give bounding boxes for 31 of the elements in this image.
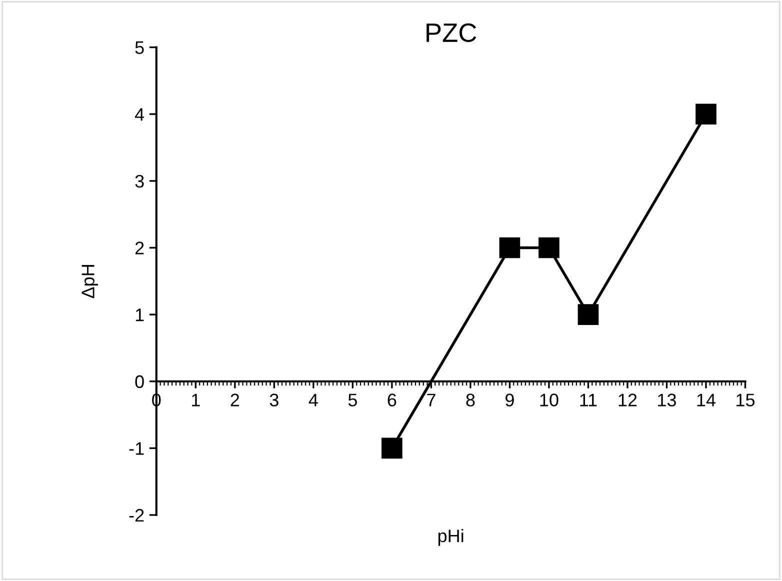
point [578,304,599,325]
x-tick-label: 8 [466,394,475,406]
y-tick-label: 0 [135,375,144,388]
y-axis-title: ΔpH [82,265,98,298]
x-tick-label: 6 [388,394,396,406]
y-tick-label: 4 [134,108,144,121]
x-tick-label: 4 [308,394,318,406]
point [499,237,520,258]
x-tick-label: 1 [192,394,200,406]
x-tick-label: 11 [580,394,597,406]
x-tick-label: 14 [697,394,716,406]
point [696,104,716,125]
x-tick-label: 15 [736,394,755,406]
x-tick-label: 10 [540,394,558,406]
y-tick-label: 3 [135,174,144,188]
point [382,438,402,459]
chart-title: PZC [426,23,476,42]
y-tick-label: 2 [135,242,144,254]
y-tick-label: 1 [136,308,144,322]
x-tick-label: 7 [427,394,436,406]
x-axis-title: pHi [438,529,464,546]
x-tick-label: 12 [618,394,637,406]
point [538,237,560,258]
x-tick-label: 13 [658,394,676,406]
x-tick-label: 3 [270,394,278,406]
y-tick-label: -2 [129,508,144,522]
x-tick-label: 9 [506,394,514,406]
x-tick-label: 5 [348,394,357,406]
y-tick-label: -1 [129,442,144,455]
y-tick-label: 5 [135,41,144,54]
x-tick-label: 2 [230,394,240,406]
